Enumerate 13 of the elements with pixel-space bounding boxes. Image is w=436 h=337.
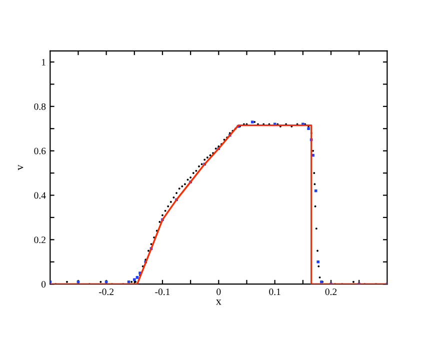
y-tick-label: 0 — [41, 281, 46, 288]
x-axis-title: x — [216, 300, 222, 305]
y-tick-label: 1 — [42, 58, 46, 66]
y-axis-title: v — [18, 164, 24, 170]
y-tick-label: 0.2 — [34, 236, 46, 244]
x-tick-label: 0 — [216, 288, 221, 296]
y-tick-label: 0.8 — [34, 103, 46, 110]
y-tick-label: 0.6 — [34, 148, 46, 154]
x-tick-label: -0.2 — [98, 288, 114, 296]
y-tick-label: 0.4 — [34, 192, 46, 199]
x-tick-label: 0.1 — [269, 288, 280, 296]
x-tick-label: -0.1 — [155, 288, 170, 296]
x-tick-label: 0.2 — [325, 288, 337, 296]
